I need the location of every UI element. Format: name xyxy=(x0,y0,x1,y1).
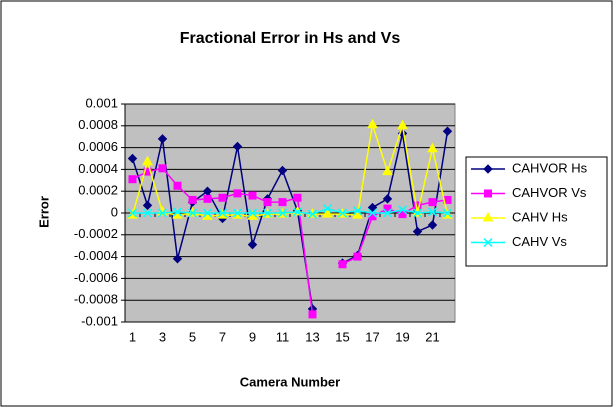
marker xyxy=(322,208,333,218)
marker xyxy=(352,206,363,216)
legend-label: CAHV Hs xyxy=(512,209,568,224)
marker xyxy=(412,208,423,218)
marker xyxy=(128,175,137,184)
marker xyxy=(173,181,182,190)
marker xyxy=(338,260,347,269)
marker xyxy=(188,195,197,204)
marker xyxy=(382,165,393,176)
marker xyxy=(263,198,272,207)
marker xyxy=(142,208,153,218)
x-tick-label: 13 xyxy=(305,329,319,344)
marker xyxy=(367,118,378,129)
marker xyxy=(337,208,348,218)
y-axis-label: Error xyxy=(36,196,51,228)
y-tick-label: 0.0006 xyxy=(78,139,118,154)
marker xyxy=(427,142,438,153)
marker xyxy=(142,200,153,211)
marker xyxy=(157,134,168,144)
marker xyxy=(203,194,212,203)
marker xyxy=(367,202,378,213)
y-tick-label: 0.0004 xyxy=(78,161,118,176)
marker xyxy=(322,204,333,214)
marker xyxy=(172,207,183,217)
x-tick-label: 5 xyxy=(189,329,196,344)
marker xyxy=(157,208,168,218)
x-tick-label: 17 xyxy=(365,329,379,344)
marker xyxy=(428,198,437,207)
chart-title: Fractional Error in Hs and Vs xyxy=(180,30,401,47)
marker xyxy=(352,209,363,219)
x-tick-label: 9 xyxy=(249,329,256,344)
marker xyxy=(142,155,153,166)
marker xyxy=(172,254,183,264)
marker xyxy=(412,226,423,237)
y-tick-label: 0.001 xyxy=(85,95,118,110)
x-tick-label: 7 xyxy=(219,329,226,344)
marker xyxy=(308,310,317,319)
marker xyxy=(247,208,258,218)
marker xyxy=(158,164,167,173)
marker xyxy=(367,208,378,218)
marker xyxy=(483,237,493,248)
y-tick-label: 0.0002 xyxy=(78,183,118,198)
marker xyxy=(397,205,408,215)
marker xyxy=(427,207,438,217)
marker xyxy=(484,189,492,198)
marker xyxy=(127,153,138,164)
marker xyxy=(382,194,393,204)
x-tick-label: 19 xyxy=(395,329,409,344)
y-tick-label: -0.0002 xyxy=(74,226,118,241)
y-tick-label: -0.001 xyxy=(81,313,118,328)
marker xyxy=(218,193,227,202)
marker xyxy=(277,165,288,176)
x-tick-label: 1 xyxy=(129,329,136,344)
marker xyxy=(277,208,288,218)
series xyxy=(127,204,453,219)
marker xyxy=(427,220,438,230)
y-tick-label: -0.0006 xyxy=(74,270,118,285)
marker xyxy=(442,208,453,218)
marker xyxy=(233,189,242,198)
marker xyxy=(232,208,243,218)
marker xyxy=(187,208,198,218)
marker xyxy=(262,208,273,218)
x-tick-label: 3 xyxy=(159,329,166,344)
y-tick-label: -0.0004 xyxy=(74,248,118,263)
marker xyxy=(127,208,138,218)
marker xyxy=(482,211,494,222)
marker xyxy=(217,208,228,218)
marker xyxy=(293,193,302,202)
legend-label: CAHV Vs xyxy=(512,234,567,249)
series-line xyxy=(132,207,448,215)
marker xyxy=(397,119,408,130)
marker xyxy=(307,209,318,219)
legend-label: CAHVOR Hs xyxy=(512,160,588,175)
legend-label: CAHVOR Vs xyxy=(512,185,587,200)
y-tick-label: -0.0008 xyxy=(74,292,118,307)
marker xyxy=(232,141,243,152)
x-tick-label: 21 xyxy=(425,329,439,344)
marker xyxy=(353,252,362,261)
x-axis-label: Camera Number xyxy=(240,374,340,389)
marker xyxy=(292,207,303,217)
x-tick-label: 15 xyxy=(335,329,349,344)
marker xyxy=(483,164,493,174)
marker xyxy=(278,198,287,207)
legend-box xyxy=(465,156,608,267)
marker xyxy=(382,208,393,218)
series xyxy=(128,164,452,319)
y-tick-label: 0.0008 xyxy=(78,117,118,132)
marker xyxy=(442,126,453,136)
marker xyxy=(248,191,257,200)
x-tick-label: 11 xyxy=(276,329,290,344)
y-tick-label: 0 xyxy=(111,204,118,219)
marker xyxy=(202,208,213,218)
marker xyxy=(247,239,258,250)
